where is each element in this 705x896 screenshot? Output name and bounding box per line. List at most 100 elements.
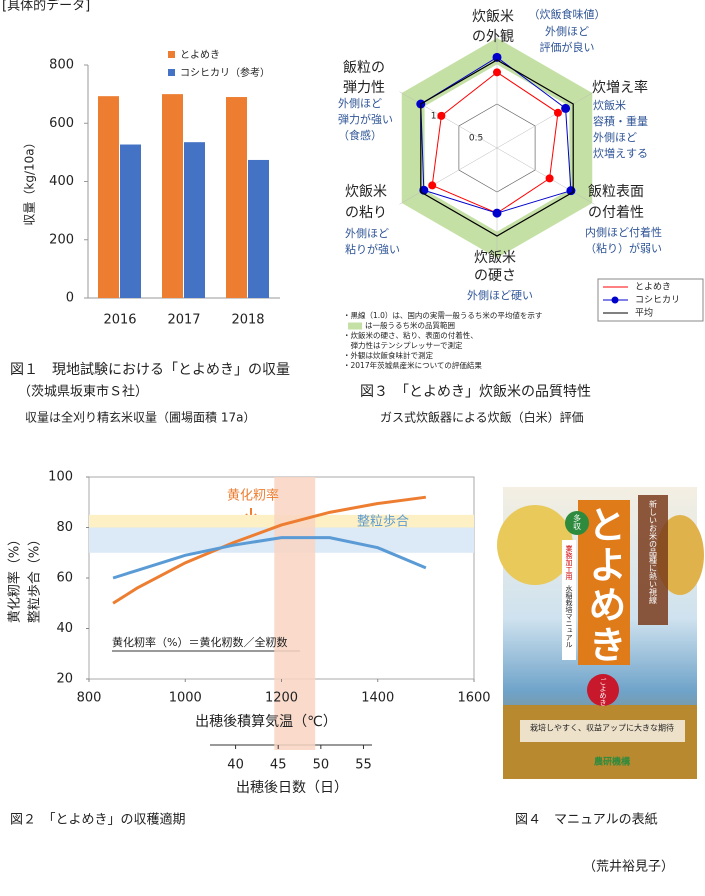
axis-label: 炊飯米	[474, 249, 516, 266]
series-line	[431, 71, 559, 214]
legend-label: コシヒカリ	[635, 295, 680, 306]
bar	[98, 96, 119, 298]
y-tick-label: 200	[49, 232, 74, 247]
series-line	[420, 59, 574, 237]
x-axis-label: 出穂後積算気温（℃）	[195, 714, 337, 730]
note: ・黒線（1.0）は、国内の実需一般うるち米の平均値を示す	[343, 310, 542, 320]
cover-text: 農研機構	[594, 756, 630, 768]
annotation: 黄化籾率	[227, 488, 279, 504]
point	[437, 111, 446, 120]
y-tick-label: 20	[56, 672, 73, 687]
cover-text: 多収	[573, 513, 582, 531]
point	[553, 108, 562, 117]
y-tick-label: 800	[49, 58, 74, 73]
caption: 図３ 「とよめき」炊飯米の品質特性	[360, 383, 591, 400]
series-line	[112, 536, 427, 580]
caption: 図２ 「とよめき」の収穫適期	[10, 812, 186, 828]
axis-note: 弾力が強い	[338, 112, 393, 126]
legend-label: とよめき	[635, 282, 671, 293]
bar	[248, 159, 269, 298]
spoke	[399, 147, 498, 205]
x-tick-label: 2018	[231, 313, 264, 328]
note: ・炊飯米の硬さ、粘り、表面の付着性、	[343, 330, 478, 340]
axis-label: 炊飯米	[345, 183, 387, 200]
legend-dot	[611, 296, 619, 304]
band-swatch	[348, 322, 362, 330]
cover	[497, 487, 704, 779]
x-tick-label: 800	[77, 691, 102, 706]
note: ・外観は炊飯食味計で測定	[343, 350, 433, 360]
note: ・2017年茨城県産米についての評価結果	[343, 360, 482, 370]
x2-tick-label: 40	[227, 758, 244, 773]
caption: 収量は全刈り精玄米収量（圃場面積 17a）	[25, 410, 255, 425]
cover-text: ごよめき	[599, 677, 607, 706]
y-tick-label: 80	[56, 520, 73, 535]
axis-label: の粘り	[345, 205, 387, 221]
axis-note: （炊飯食味値）	[529, 7, 606, 21]
axis-note: 炊飯米	[593, 98, 626, 112]
axis-note: 容積・重量	[593, 114, 648, 128]
y-axis-label: 収量（kg/10a）	[23, 136, 37, 225]
axis-label: 炊飯米	[472, 8, 514, 25]
axis-note: （食感）	[338, 128, 382, 142]
axis-label: 飯粒の	[343, 59, 385, 76]
axis-note: 評価が良い	[540, 40, 595, 54]
cover-text: 水稲栽培マニュアル	[565, 584, 573, 648]
axis-note: 外側ほど	[593, 131, 637, 144]
bar	[226, 97, 247, 298]
formula: 黄化籾率（%）＝黄化籾数／全籾数	[112, 635, 287, 649]
axis-label: 弾力性	[343, 80, 385, 96]
x-tick-label: 2017	[167, 313, 200, 328]
axis-label: の外観	[472, 28, 514, 45]
bar	[162, 94, 183, 298]
x-tick-label: 2016	[103, 313, 136, 328]
x2-tick-label: 45	[270, 758, 287, 773]
caption: 図４ マニュアルの表紙	[515, 813, 658, 828]
y-tick-label: 100	[48, 470, 73, 485]
x-tick-label: 1600	[457, 691, 490, 706]
x2-tick-label: 55	[355, 758, 372, 773]
r-tick-label: 0.5	[469, 134, 483, 144]
caption: （茨城県坂東市Ｓ社）	[18, 384, 148, 400]
point	[545, 174, 554, 183]
axis-note: 外側ほど	[345, 227, 389, 240]
caption: 図１ 現地試験における「とよめき」の収量	[10, 362, 290, 378]
y-tick-label: 400	[49, 174, 74, 189]
caption: ガス式炊飯器による炊飯（白米）評価	[380, 410, 584, 425]
legend-label: コシヒカリ（参考）	[180, 66, 270, 79]
y-axis-label: 整粒歩合（%）	[28, 533, 43, 623]
x-tick-label: 1000	[169, 691, 202, 706]
legend-swatch	[168, 51, 175, 58]
axis-label: の硬さ	[474, 268, 516, 284]
point	[493, 68, 501, 77]
x2-tick-label: 50	[313, 758, 330, 773]
bar	[120, 144, 141, 298]
axis-label: 飯粒表面	[588, 183, 644, 200]
legend-swatch	[168, 69, 175, 76]
header: [具体的データ]	[2, 0, 90, 14]
axis-note: 炊増えする	[593, 147, 648, 160]
axis-note: 外側ほど硬い	[467, 289, 533, 302]
axis-label: 炊増え率	[592, 79, 648, 96]
point	[561, 103, 571, 113]
bar	[184, 142, 205, 298]
cover-text: 栽培しやすく、収益アップに大きな期待	[530, 723, 674, 733]
cover-text: 新しいお米の品種に熱い視線	[649, 499, 658, 604]
annotation: 整粒歩合	[357, 515, 409, 530]
legend-label: 平均	[635, 307, 653, 319]
note: は一般うるち米の品質範囲	[365, 320, 455, 330]
spoke	[496, 91, 595, 149]
caption: （荒井裕見子）	[583, 860, 674, 875]
point	[492, 208, 502, 218]
legend-label: とよめき	[180, 49, 220, 61]
spoke	[399, 91, 498, 149]
note: 弾力性はテンシプレッサーで測定	[343, 340, 463, 350]
point	[492, 52, 502, 62]
point	[428, 181, 437, 190]
series-line	[112, 495, 427, 605]
axis-note: （粘り）が弱い	[585, 241, 662, 255]
x-tick-label: 1400	[361, 691, 394, 706]
cover-text: 業務加工用	[565, 544, 573, 581]
axis-note: 粘りが強い	[345, 242, 400, 256]
